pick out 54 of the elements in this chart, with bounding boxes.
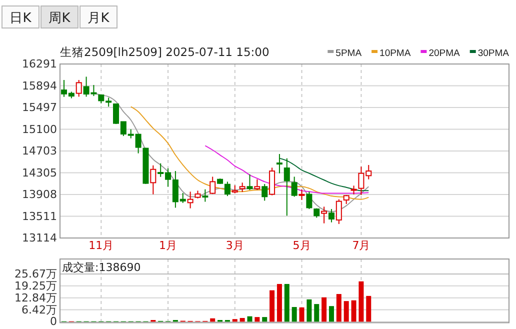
y-tick-label: 6.42万 [22,303,57,316]
bar [276,284,282,322]
x-tick-label: 7月 [352,238,370,252]
candlestick [321,206,328,224]
line-series [130,106,370,200]
bar [366,296,372,322]
bar [232,319,238,322]
bar [299,307,304,322]
y-tick-label: 16291 [22,58,57,71]
x-tick-label: 5月 [292,238,311,252]
x-tick-label: 3月 [226,238,244,252]
bar [247,316,252,322]
candlestick [187,191,194,209]
bar [262,317,268,322]
bar [306,299,312,322]
bar [254,317,260,322]
y-tick-label: 14305 [22,166,57,180]
x-tick-label: 1月 [159,238,178,252]
candlestick [284,158,290,216]
candlestick [276,153,282,174]
legend-label: 10PMA [380,48,412,59]
bar [270,290,275,322]
legend-label: 20PMA [428,48,461,59]
bar [336,294,342,322]
tab-button: 周K [40,6,78,28]
y-tick-label: 13511 [22,210,57,223]
y-tick-label: 12.84万 [14,291,57,304]
bar [314,304,320,322]
y-tick-label: 15894 [22,79,57,92]
legend-label: 5PMA [336,48,362,59]
bar [328,306,334,322]
bar [240,318,245,322]
tab-button: 月K [80,6,118,28]
annotation: 成交量:138690 [62,261,141,274]
bar [344,301,349,322]
chart-title: 生猪2509[lh2509] 2025-07-11 15:00 [60,45,270,59]
bar [210,318,216,322]
y-tick-label: 0 [50,315,57,328]
bar [284,284,290,322]
legend-label: 30PMA [478,48,510,59]
y-tick-label: 13114 [22,232,57,245]
y-tick-label: 15497 [22,101,57,114]
tab-button: 日K [2,6,40,28]
y-tick-label: 13908 [22,188,57,202]
y-tick-label: 15100 [22,122,57,136]
bar [358,281,364,322]
x-tick-label: 11月 [88,238,114,252]
y-tick-label: 25.67万 [14,268,57,281]
y-tick-label: 19.25万 [14,279,57,292]
bar [351,300,356,322]
line-series [278,158,370,192]
bar [292,307,297,322]
bar [322,297,327,322]
y-tick-label: 14703 [22,144,57,158]
